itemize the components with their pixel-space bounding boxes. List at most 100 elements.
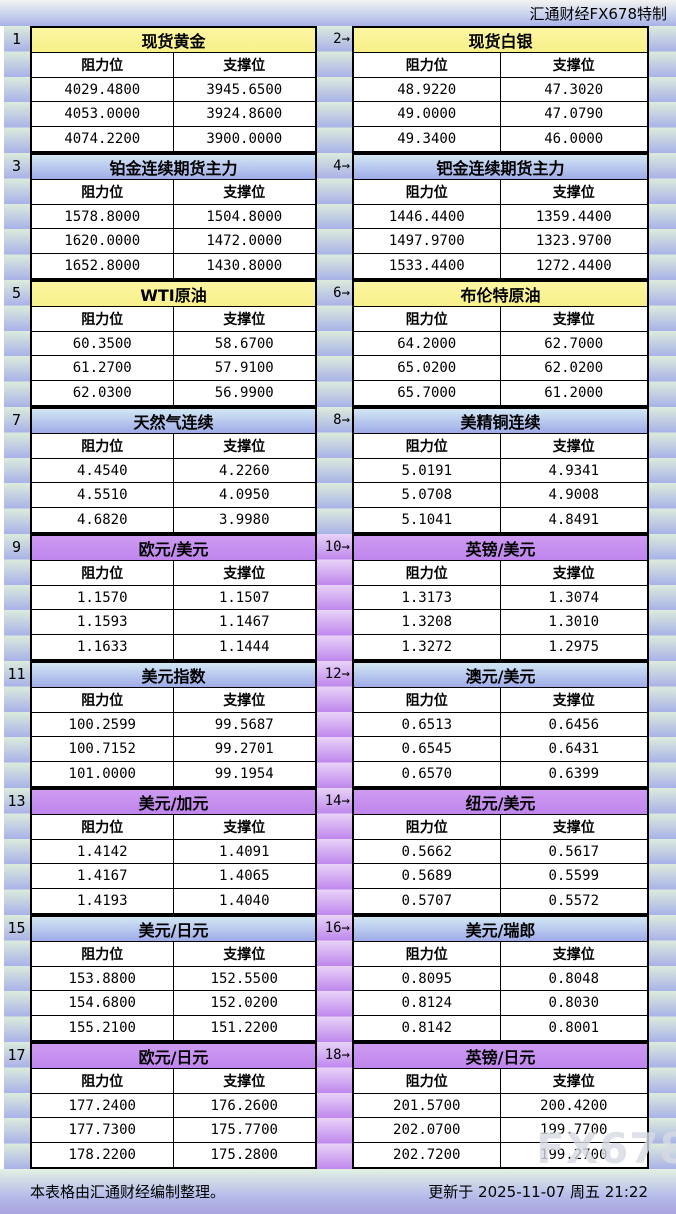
resistance-value: 202.0700 (354, 1118, 501, 1143)
brand-label: 汇通财经FX678特制 (529, 4, 667, 23)
resistance-header: 阻力位 (32, 688, 174, 713)
support-header: 支撑位 (500, 307, 647, 332)
resistance-value: 1.3208 (354, 610, 501, 635)
resistance-value: 64.2000 (354, 332, 501, 357)
resistance-header: 阻力位 (32, 180, 174, 205)
support-value: 1.1507 (173, 586, 315, 611)
right-index-label: 12→ (324, 665, 350, 682)
resistance-value: 4.4540 (32, 459, 174, 484)
left-index-column: 17 (0, 1042, 30, 1169)
resistance-value: 153.8800 (32, 967, 174, 992)
footer-updated: 更新于 2025-11-07 周五 21:22 (428, 1183, 648, 1201)
resistance-header: 阻力位 (354, 688, 501, 713)
price-table: 美精铜连续 阻力位 支撑位 5.0191 4.9341 5.0708 4.900… (352, 407, 649, 534)
table-title: 天然气连续 (32, 409, 315, 434)
price-table: 天然气连续 阻力位 支撑位 4.4540 4.2260 4.5510 4.095… (30, 407, 317, 534)
support-value: 3.9980 (218, 511, 270, 528)
resistance-value: 0.8142 (354, 1015, 501, 1040)
left-index-column: 5 (0, 280, 30, 407)
price-table: 现货白银 阻力位 支撑位 48.9220 47.3020 49.0000 47.… (352, 26, 649, 153)
resistance-value: 0.5689 (354, 864, 501, 889)
middle-strip: 10→ (317, 534, 352, 661)
right-margin (649, 407, 676, 534)
middle-strip: 4→ (317, 153, 352, 280)
support-value: 1.4040 (218, 892, 270, 909)
right-margin (649, 788, 676, 915)
right-index-label: 16→ (324, 919, 350, 936)
table-pair-row: 5 WTI原油 阻力位 支撑位 60.3500 58.6700 61.2700 … (0, 280, 676, 407)
left-index-column: 13 (0, 788, 30, 915)
left-index-label: 3 (11, 156, 22, 175)
left-table-column: WTI原油 阻力位 支撑位 60.3500 58.6700 61.2700 57… (30, 280, 317, 407)
resistance-value: 5.0708 (354, 483, 501, 508)
support-header: 支撑位 (500, 1069, 647, 1094)
resistance-header: 阻力位 (32, 1069, 174, 1094)
resistance-header: 阻力位 (354, 434, 501, 459)
right-index-label: 8→ (333, 411, 350, 428)
support-value: 176.2600 (173, 1094, 315, 1119)
support-value: 175.2800 (210, 1146, 278, 1163)
resistance-header: 阻力位 (32, 942, 174, 967)
price-table: 铂金连续期货主力 阻力位 支撑位 1578.8000 1504.8000 162… (30, 153, 317, 280)
right-margin (649, 534, 676, 661)
support-value: 199.7700 (500, 1118, 647, 1143)
middle-strip: 16→ (317, 915, 352, 1042)
resistance-value: 1.4193 (32, 888, 174, 913)
support-value: 200.4200 (500, 1094, 647, 1119)
left-index-label: 13 (7, 791, 26, 810)
support-header: 支撑位 (173, 53, 315, 78)
right-table-column: 英镑/美元 阻力位 支撑位 1.3173 1.3074 1.3208 1.301… (352, 534, 649, 661)
resistance-value: 0.8124 (354, 991, 501, 1016)
support-value: 1.4065 (173, 864, 315, 889)
left-index-label: 1 (11, 29, 22, 48)
support-value: 0.6456 (500, 713, 647, 738)
support-value: 0.8001 (548, 1019, 600, 1036)
resistance-header: 阻力位 (354, 815, 501, 840)
left-index-label: 17 (7, 1045, 26, 1064)
support-value: 199.2700 (540, 1146, 608, 1163)
support-value: 3900.0000 (206, 130, 283, 147)
support-value: 62.7000 (500, 332, 647, 357)
right-index-label: 6→ (333, 284, 350, 301)
table-title: 英镑/日元 (354, 1044, 647, 1069)
support-header: 支撑位 (173, 307, 315, 332)
price-table: 英镑/美元 阻力位 支撑位 1.3173 1.3074 1.3208 1.301… (352, 534, 649, 661)
resistance-value: 1.3173 (354, 586, 501, 611)
support-value: 99.1954 (214, 765, 274, 782)
table-title: 现货黄金 (32, 28, 315, 53)
table-title: 美元指数 (32, 663, 315, 688)
left-index-label: 9 (11, 537, 22, 556)
right-margin (649, 26, 676, 153)
support-value: 61.2000 (544, 384, 604, 401)
resistance-value: 1.4142 (32, 840, 174, 865)
left-index-column: 15 (0, 915, 30, 1042)
price-table: 美元/日元 阻力位 支撑位 153.8800 152.5500 154.6800… (30, 915, 317, 1042)
resistance-value: 1.1633 (32, 634, 174, 659)
support-header: 支撑位 (173, 942, 315, 967)
resistance-header: 阻力位 (354, 180, 501, 205)
middle-strip: 8→ (317, 407, 352, 534)
resistance-value: 4.6820 (32, 507, 174, 532)
table-title: 澳元/美元 (354, 663, 647, 688)
table-pair-row: 7 天然气连续 阻力位 支撑位 4.4540 4.2260 4.5510 4.0… (0, 407, 676, 534)
support-header: 支撑位 (500, 815, 647, 840)
support-value: 4.0950 (173, 483, 315, 508)
right-index-label: 4→ (333, 157, 350, 174)
support-value: 175.7700 (173, 1118, 315, 1143)
resistance-value: 1620.0000 (32, 229, 174, 254)
resistance-value: 62.0300 (32, 380, 174, 405)
left-table-column: 现货黄金 阻力位 支撑位 4029.4800 3945.6500 4053.00… (30, 26, 317, 153)
left-table-column: 美元/日元 阻力位 支撑位 153.8800 152.5500 154.6800… (30, 915, 317, 1042)
right-table-column: 布伦特原油 阻力位 支撑位 64.2000 62.7000 65.0200 62… (352, 280, 649, 407)
right-margin (649, 661, 676, 788)
resistance-value: 177.7300 (32, 1118, 174, 1143)
support-header: 支撑位 (173, 1069, 315, 1094)
resistance-value: 0.8095 (354, 967, 501, 992)
support-value: 0.8030 (500, 991, 647, 1016)
resistance-header: 阻力位 (32, 434, 174, 459)
right-table-column: 纽元/美元 阻力位 支撑位 0.5662 0.5617 0.5689 0.559… (352, 788, 649, 915)
left-index-label: 5 (11, 283, 22, 302)
middle-strip: 12→ (317, 661, 352, 788)
resistance-value: 49.3400 (354, 126, 501, 151)
table-title: 纽元/美元 (354, 790, 647, 815)
